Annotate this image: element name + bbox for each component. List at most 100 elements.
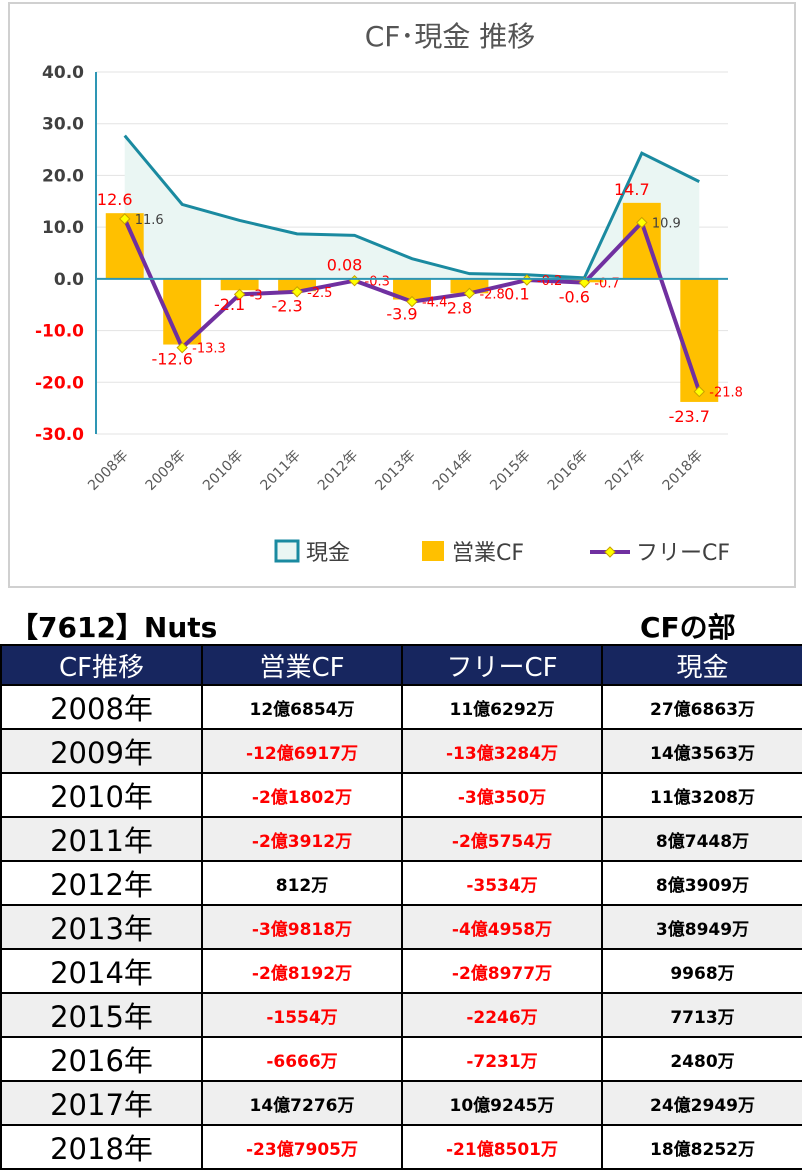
legend-free-label: フリーCF (636, 541, 730, 566)
table-row: 2010年 -2億1802万 -3億350万 11億3208万 (0, 772, 802, 818)
col-header-free-cf: フリーCF (401, 644, 603, 686)
free-cf-point (119, 213, 131, 225)
y-tick-label: -10.0 (35, 322, 84, 342)
year-cell: 2009年 (0, 728, 203, 774)
table-row: 2008年 12億6854万 11億6292万 27億6863万 (0, 684, 802, 730)
operating-cf-cell: -2億8192万 (201, 948, 403, 994)
x-tick-label: 2008年 (85, 448, 131, 494)
free-cf-cell: -21億8501万 (401, 1124, 603, 1170)
free-cf-label: 10.9 (652, 216, 681, 231)
operating-cf-cell: 14億7276万 (201, 1080, 403, 1126)
cash-line (123, 134, 700, 280)
operating-cf-bar (622, 202, 661, 279)
operating-cf-bar (680, 278, 719, 402)
table-row: 2015年 -1554万 -2246万 7713万 (0, 992, 802, 1038)
x-tick-label: 2009年 (143, 448, 189, 494)
chart-title: CF･現金 推移 (365, 20, 536, 53)
legend-cash-label: 現金 (306, 541, 350, 566)
legend-cash-swatch (274, 539, 300, 563)
free-cf-label: -3 (250, 288, 263, 303)
free-cf-label: -2.8 (479, 287, 504, 302)
free-cf-cell: -7231万 (401, 1036, 603, 1082)
operating-cf-label: -2.3 (271, 296, 302, 315)
free-cf-label: -2.5 (307, 286, 332, 301)
free-cf-point (233, 288, 246, 301)
section-title: CFの部 (640, 611, 736, 644)
table-row: 2017年 14億7276万 10億9245万 24億2949万 (0, 1080, 802, 1126)
legend-free-marker (604, 546, 616, 558)
free-cf-cell: -3534万 (401, 860, 603, 906)
operating-cf-label: -23.7 (669, 407, 710, 426)
x-tick-label: 2016年 (545, 448, 591, 494)
x-tick-label: 2012年 (315, 448, 361, 494)
table-row: 2018年 -23億7905万 -21億8501万 18億8252万 (0, 1124, 802, 1170)
free-cf-label: -0.2 (537, 274, 562, 289)
y-tick-label: 20.0 (42, 166, 84, 186)
x-tick-label: 2017年 (602, 448, 648, 494)
year-cell: 2014年 (0, 948, 203, 994)
table-header-row: 【7612】Nuts CFの部 (0, 606, 802, 644)
operating-cf-cell: 12億6854万 (201, 684, 403, 730)
operating-cf-label: -12.6 (151, 350, 192, 369)
free-cf-cell: -2246万 (401, 992, 603, 1038)
operating-cf-cell: -2億3912万 (201, 816, 403, 862)
table-row: 2009年 -12億6917万 -13億3284万 14億3563万 (0, 728, 802, 774)
free-cf-cell: -3億350万 (401, 772, 603, 818)
free-cf-label: -4.4 (422, 296, 447, 311)
operating-cf-bar (220, 278, 259, 291)
year-cell: 2018年 (0, 1124, 203, 1170)
free-cf-label: -13.3 (192, 342, 226, 357)
free-cf-label: -0.7 (594, 277, 619, 292)
free-cf-label: -21.8 (709, 386, 743, 401)
free-cf-cell: -2億8977万 (401, 948, 603, 994)
free-cf-series (119, 213, 705, 398)
operating-cf-label: 0.08 (327, 255, 363, 274)
free-cf-cell: 11億6292万 (401, 684, 603, 730)
free-cf-cell: -2億5754万 (401, 816, 603, 862)
free-cf-point (463, 287, 476, 300)
operating-cf-label: 0.1 (504, 285, 529, 304)
cash-cell: 9968万 (601, 948, 802, 994)
free-cf-point (176, 341, 188, 354)
operating-cf-cell: -3億9818万 (201, 904, 403, 950)
cash-cell: 8億3909万 (601, 860, 802, 906)
legend-operating-swatch (422, 541, 444, 561)
x-tick-label: 2010年 (200, 448, 246, 494)
cf-table: CF推移 営業CF フリーCF 現金 2008年 12億6854万 11億6292万… (0, 644, 802, 1170)
col-header-year: CF推移 (0, 644, 203, 686)
table-row: 2012年 812万 -3534万 8億3909万 (0, 860, 802, 906)
y-tick-label: 0.0 (54, 270, 84, 290)
cash-area (124, 135, 700, 279)
company-name: 【7612】Nuts (10, 611, 218, 644)
table-body: 2008年 12億6854万 11億6292万 27億6863万 2009年 -12億69… (0, 684, 802, 1170)
cash-cell: 27億6863万 (601, 684, 802, 730)
cash-series (123, 134, 700, 280)
operating-cf-cell: -1554万 (201, 992, 403, 1038)
operating-cf-cell: -6666万 (201, 1036, 403, 1082)
cash-cell: 11億3208万 (601, 772, 802, 818)
y-tick-label: -30.0 (35, 425, 84, 445)
cash-cell: 7713万 (601, 992, 802, 1038)
table-row: 2013年 -3億9818万 -4億4958万 3億8949万 (0, 904, 802, 950)
free-cf-point (291, 286, 303, 298)
legend: 現金 営業CF フリーCF (274, 539, 730, 566)
operating-cf-label: 12.6 (97, 190, 133, 209)
table-head-row: CF推移 営業CF フリーCF 現金 (0, 644, 802, 686)
chart-frame: CF･現金 推移 12.6 -12.6 -2.1 -2.3 0.08 -3.9 2.8 0.1… (8, 2, 796, 588)
year-cell: 2017年 (0, 1080, 203, 1126)
year-cell: 2011年 (0, 816, 203, 862)
year-cell: 2016年 (0, 1036, 203, 1082)
year-cell: 2010年 (0, 772, 203, 818)
operating-cf-label: 14.7 (614, 180, 650, 199)
col-header-operating-cf: 営業CF (201, 644, 403, 686)
year-cell: 2008年 (0, 684, 203, 730)
operating-cf-label: -2.1 (214, 295, 245, 314)
cash-cell: 8億7448万 (601, 816, 802, 862)
year-cell: 2012年 (0, 860, 203, 906)
cash-cell: 14億3563万 (601, 728, 802, 774)
cash-cell: 18億8252万 (601, 1124, 802, 1170)
free-cf-cell: -13億3284万 (401, 728, 603, 774)
operating-cf-cell: 812万 (201, 860, 403, 906)
table-row: 2014年 -2億8192万 -2億8977万 9968万 (0, 948, 802, 994)
free-cf-point (636, 216, 648, 229)
